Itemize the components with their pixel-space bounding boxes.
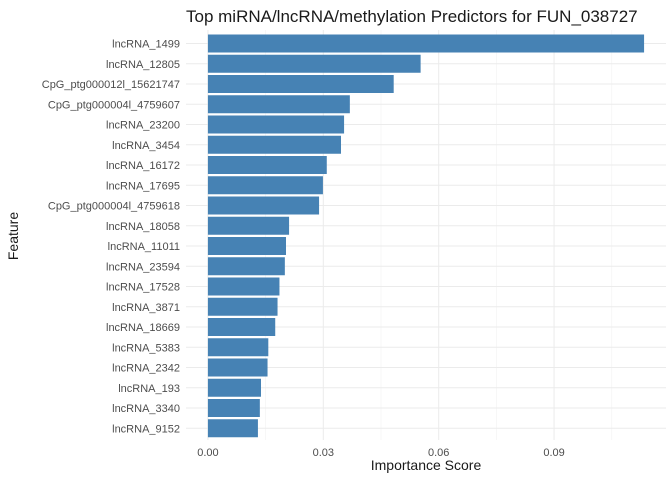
y-tick-label: lncRNA_18669 [106, 322, 180, 334]
bar [207, 216, 290, 235]
bar [207, 34, 645, 53]
y-tick-label: lncRNA_2342 [112, 363, 180, 375]
y-tick-label: lncRNA_23594 [106, 261, 180, 273]
y-tick-label: lncRNA_193 [118, 383, 180, 395]
bar [207, 237, 286, 255]
y-tick-label: lncRNA_3340 [112, 403, 180, 415]
y-tick-label: lncRNA_17695 [106, 180, 180, 192]
y-tick-label: lncRNA_11011 [108, 241, 180, 253]
bar [207, 399, 260, 417]
y-tick-label: CpG_ptg000004l_4759618 [48, 201, 180, 213]
y-tick-label: lncRNA_5383 [112, 342, 180, 354]
x-tick-label: 0.03 [313, 447, 334, 459]
y-axis-title: Feature [5, 212, 21, 260]
x-tick-label: 0.06 [428, 447, 449, 459]
bar [207, 54, 421, 73]
y-tick-label: lncRNA_3454 [112, 140, 180, 152]
x-tick-label: 0.00 [197, 447, 218, 459]
y-tick-label: CpG_ptg000012l_15621747 [42, 79, 180, 91]
bar [207, 257, 285, 276]
y-tick-label: lncRNA_23200 [106, 120, 180, 132]
y-tick-label: lncRNA_3871 [112, 302, 180, 314]
bar [207, 358, 268, 377]
bar [207, 378, 261, 397]
bars [207, 34, 645, 438]
bar [207, 95, 350, 114]
y-tick-label: lncRNA_9152 [112, 423, 180, 435]
bar [207, 338, 269, 357]
y-tick-label: lncRNA_1499 [112, 39, 180, 51]
bar [207, 318, 276, 336]
bar [207, 156, 327, 174]
bar [207, 176, 323, 195]
chart-title: Top miRNA/lncRNA/methylation Predictors … [186, 7, 638, 26]
bar [207, 135, 341, 154]
y-tick-label: CpG_ptg000004l_4759607 [48, 99, 180, 111]
bar [207, 297, 278, 316]
x-tick-labels: 0.00 0.03 0.06 0.09 [197, 447, 565, 459]
bar [207, 115, 345, 134]
x-axis-title: Importance Score [371, 457, 482, 473]
x-tick-label: 0.09 [543, 447, 564, 459]
y-tick-label: lncRNA_18058 [106, 221, 180, 233]
y-tick-label: lncRNA_12805 [106, 59, 180, 71]
bar [207, 277, 280, 296]
bar [207, 75, 394, 93]
bar [207, 419, 258, 438]
bar [207, 196, 320, 215]
y-tick-label: lncRNA_17528 [106, 282, 180, 294]
y-tick-labels: lncRNA_1499 lncRNA_12805 CpG_ptg000012l_15… [42, 39, 180, 436]
y-tick-label: lncRNA_16172 [106, 160, 180, 172]
